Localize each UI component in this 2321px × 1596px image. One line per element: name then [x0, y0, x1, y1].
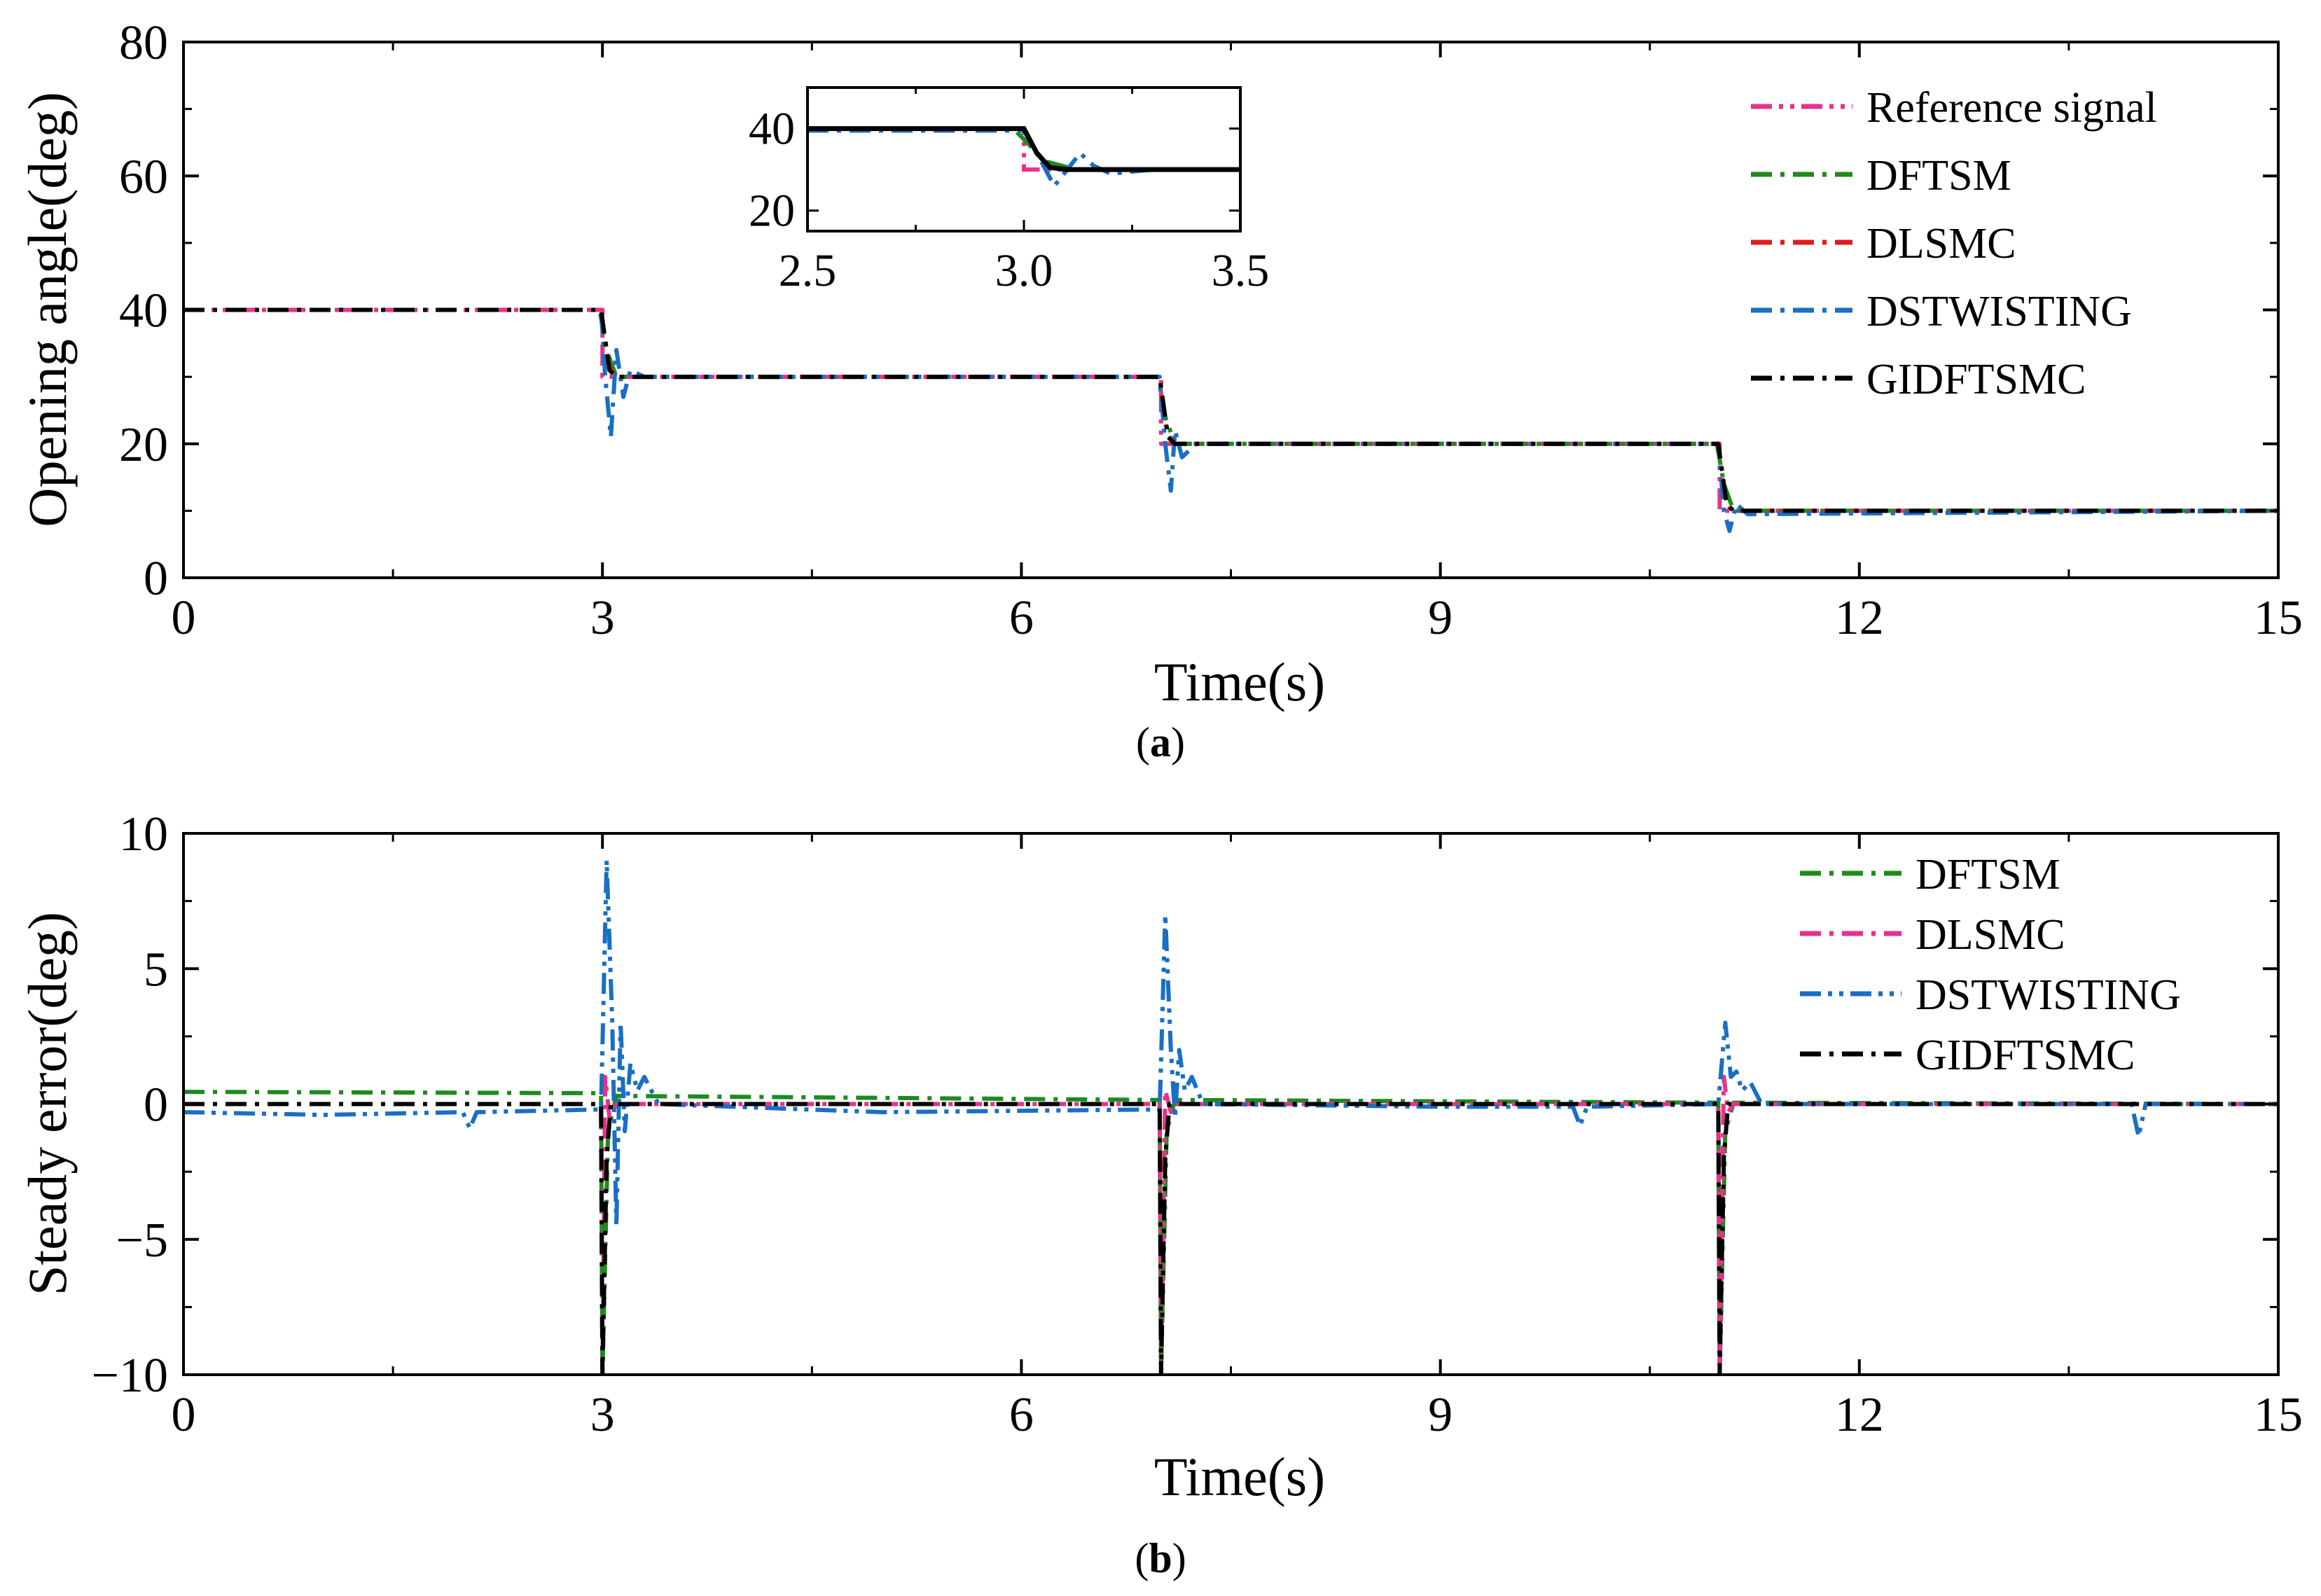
- legend-label: DSTWISTING: [1915, 971, 2181, 1019]
- series-line-dftsm: [183, 1090, 2278, 1375]
- legend-label: DFTSM: [1915, 851, 2060, 898]
- x-tick-label: 9: [1428, 591, 1453, 645]
- inset-x-tick-label: 3.0: [995, 245, 1053, 296]
- y-tick-label: 0: [144, 1078, 168, 1132]
- series-line-gidftsmc: [183, 307, 2278, 513]
- y-tick-label: 0: [144, 552, 168, 606]
- inset-series-line-gidftsmc: [808, 126, 1240, 172]
- legend: Reference signal DFTSM DLSMC DSTWISTING GIDF…: [1751, 84, 2157, 403]
- series-line-dstwisting: [183, 858, 2278, 1228]
- inset-x-tick-label: 3.5: [1212, 245, 1270, 296]
- y-tick-label: 80: [119, 16, 168, 70]
- panel-b: 0 3 6 9 12 15 −10 −5 0 5 10 Time(s) Steady error(deg…: [17, 807, 2303, 1581]
- series-line-reference-signal: [183, 307, 2278, 513]
- x-tick-label: 9: [1428, 1388, 1453, 1442]
- inset-plot: 2.5 3.0 3.5 20 40: [749, 86, 1270, 296]
- y-tick-label: −5: [116, 1214, 168, 1268]
- x-tick-label: 0: [172, 1388, 196, 1442]
- x-tick-label: 15: [2254, 591, 2303, 645]
- x-tick-label: 12: [1835, 1388, 1884, 1442]
- x-tick-label: 12: [1835, 591, 1884, 645]
- series-line-dftsm: [183, 307, 2278, 513]
- x-axis-label: Time(s): [1154, 1446, 1325, 1507]
- legend-label: GIDFTSMC: [1915, 1032, 2135, 1079]
- panel-caption: (a): [1136, 719, 1185, 765]
- inset-y-tick-label: 40: [749, 104, 795, 155]
- series-line-dlsmc: [183, 1074, 2278, 1375]
- legend-label: DLSMC: [1866, 220, 2016, 268]
- series-group: [183, 307, 2278, 534]
- panel-a: 0 3 6 9 12 15 0 20 40 60 80 Time(s) Opening angle(de…: [17, 16, 2303, 765]
- x-tick-label: 0: [172, 591, 196, 645]
- y-axis-label: Steady error(deg): [17, 912, 78, 1296]
- inset-y-tick-label: 20: [749, 186, 795, 237]
- x-tick-label: 3: [590, 1388, 615, 1442]
- inset-x-tick-label: 2.5: [779, 245, 837, 296]
- panel-caption: (b): [1135, 1535, 1186, 1581]
- x-tick-label: 6: [1009, 1388, 1034, 1442]
- inset-background: [808, 88, 1240, 231]
- x-tick-label: 6: [1009, 591, 1034, 645]
- legend: DFTSM DLSMC DSTWISTING GIDFTSMC: [1800, 851, 2181, 1079]
- legend-label: DFTSM: [1866, 152, 2011, 200]
- y-axis-label: Opening angle(deg): [17, 92, 78, 527]
- y-tick-label: 60: [119, 150, 168, 204]
- y-tick-label: 10: [119, 807, 168, 861]
- y-tick-label: 5: [144, 943, 168, 997]
- x-tick-label: 3: [590, 591, 615, 645]
- legend-label: DLSMC: [1915, 911, 2065, 959]
- series-line-gidftsmc: [183, 1102, 2278, 1375]
- x-tick-label: 15: [2254, 1388, 2303, 1442]
- legend-label: DSTWISTING: [1866, 288, 2132, 335]
- x-axis-label: Time(s): [1154, 651, 1325, 712]
- series-line-dstwisting: [183, 307, 2278, 534]
- legend-label: Reference signal: [1866, 84, 2157, 132]
- legend-label: GIDFTSMC: [1866, 356, 2086, 403]
- y-tick-label: 20: [119, 418, 168, 472]
- inset-series-group: [808, 126, 1240, 190]
- series-group: [183, 858, 2278, 1375]
- series-line-dlsmc: [183, 307, 2278, 513]
- y-tick-label: 40: [119, 284, 168, 338]
- y-tick-label: −10: [92, 1349, 168, 1403]
